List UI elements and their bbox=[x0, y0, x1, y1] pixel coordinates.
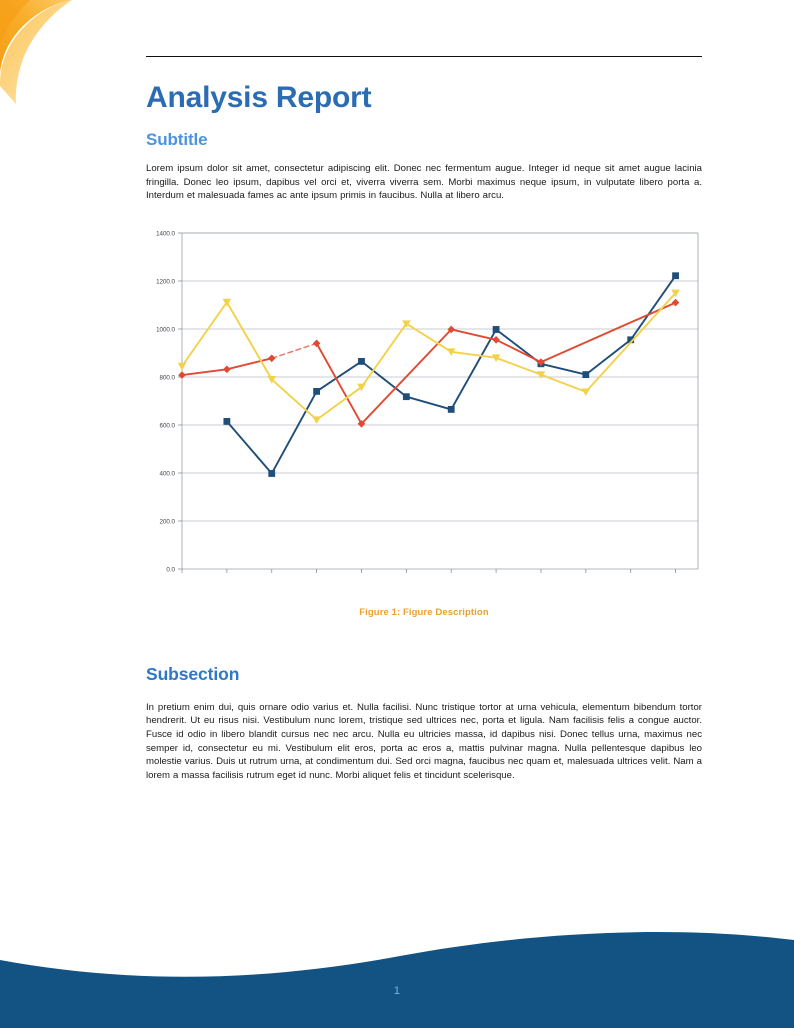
data-marker-triangle-down bbox=[491, 354, 501, 362]
footer-wave-decoration bbox=[0, 932, 794, 1028]
y-tick-label: 1200.0 bbox=[156, 278, 175, 285]
y-tick-label: 600.0 bbox=[160, 422, 176, 429]
data-marker-square bbox=[402, 393, 410, 400]
y-tick-label: 800.0 bbox=[160, 374, 176, 381]
figure-block: 0.0 200.0 400.0 600.0 800.0 1000.0 1200.0 1400.… bbox=[146, 225, 702, 618]
subsection-heading: Subsection bbox=[146, 663, 240, 684]
series-segment bbox=[315, 360, 363, 393]
data-marker-triangle-down bbox=[222, 298, 232, 307]
data-marker-triangle-down bbox=[267, 375, 277, 384]
series-series-blue bbox=[223, 272, 679, 477]
data-marker-square bbox=[492, 325, 500, 333]
series-segment bbox=[270, 378, 318, 421]
chart-gridlines bbox=[182, 232, 698, 522]
data-marker-square bbox=[313, 387, 321, 395]
series-segment bbox=[405, 395, 453, 411]
chart-axis-ticks bbox=[178, 232, 676, 573]
page-number: 1 bbox=[393, 985, 401, 997]
series-segment bbox=[360, 360, 408, 398]
series-segment bbox=[181, 368, 228, 376]
data-marker-diamond bbox=[537, 358, 545, 366]
data-marker-triangle-down bbox=[312, 416, 321, 424]
data-marker-diamond bbox=[357, 419, 366, 428]
y-tick-label: 0.0 bbox=[166, 566, 175, 573]
chart-frame bbox=[181, 232, 699, 570]
series-segment bbox=[495, 338, 542, 363]
y-tick-label: 400.0 bbox=[160, 470, 176, 477]
page-title: Analysis Report bbox=[146, 81, 372, 114]
series-segment bbox=[540, 301, 677, 363]
series-segment bbox=[225, 300, 273, 381]
y-tick-label: 1400.0 bbox=[156, 230, 175, 237]
series-segment bbox=[405, 322, 453, 353]
series-segment bbox=[450, 328, 498, 341]
data-marker-square bbox=[223, 417, 231, 425]
data-marker-square bbox=[447, 405, 455, 413]
data-marker-triangle-down bbox=[177, 362, 187, 371]
series-segment bbox=[450, 328, 498, 411]
data-marker-triangle-down bbox=[671, 289, 680, 298]
line-chart: 0.0 200.0 400.0 600.0 800.0 1000.0 1200.0 1400.… bbox=[146, 225, 702, 585]
y-tick-label: 200.0 bbox=[160, 518, 176, 525]
data-marker-triangle-down bbox=[536, 371, 546, 379]
data-marker-triangle-down bbox=[402, 320, 411, 328]
chart-svg: 0.0 200.0 400.0 600.0 800.0 1000.0 1200.0 1400.… bbox=[156, 230, 699, 573]
data-marker-diamond bbox=[223, 365, 231, 373]
series-segment bbox=[584, 291, 677, 393]
series-segment bbox=[360, 328, 453, 425]
data-marker-diamond bbox=[671, 298, 680, 307]
y-tick-label: 1000.0 bbox=[156, 326, 175, 333]
data-marker-square bbox=[358, 357, 365, 365]
series-segment bbox=[540, 362, 587, 376]
series-segment bbox=[315, 385, 363, 421]
series-segment bbox=[540, 373, 587, 393]
subtitle: Subtitle bbox=[146, 130, 208, 149]
series-series-yellow bbox=[177, 289, 680, 424]
data-marker-triangle-down bbox=[446, 348, 456, 356]
data-marker-triangle-down bbox=[357, 383, 366, 392]
chart-y-axis-labels: 0.0 200.0 400.0 600.0 800.0 1000.0 1200.0 1400.… bbox=[156, 230, 175, 573]
series-segment bbox=[360, 322, 408, 388]
subsection-block: Subsection In pretium enim dui, quis orn… bbox=[146, 664, 702, 783]
series-segment-dashed bbox=[270, 342, 318, 359]
data-marker-triangle-down bbox=[581, 388, 591, 396]
series-segment bbox=[315, 342, 363, 425]
data-marker-square bbox=[672, 272, 679, 279]
data-marker-diamond bbox=[492, 335, 500, 344]
series-segment bbox=[270, 390, 318, 475]
series-segment bbox=[181, 300, 228, 367]
series-segment bbox=[584, 338, 632, 376]
page-content: Analysis Report Subtitle Lorem ipsum dol… bbox=[146, 0, 702, 782]
series-segment bbox=[450, 350, 498, 359]
header-rule bbox=[146, 56, 702, 57]
series-segment bbox=[629, 274, 677, 341]
data-marker-square bbox=[268, 469, 276, 477]
intro-paragraph: Lorem ipsum dolor sit amet, consectetur … bbox=[146, 163, 702, 202]
figure-caption: Figure 1: Figure Description bbox=[359, 606, 489, 618]
series-segment bbox=[225, 420, 273, 475]
data-marker-square bbox=[582, 371, 590, 378]
data-marker-diamond bbox=[267, 354, 276, 362]
series-segment bbox=[225, 357, 273, 371]
data-marker-diamond bbox=[312, 339, 321, 348]
subsection-paragraph: In pretium enim dui, quis ornare odio va… bbox=[146, 701, 702, 781]
chart-series-group bbox=[177, 272, 680, 477]
series-series-red bbox=[178, 298, 680, 428]
series-segment bbox=[495, 356, 542, 376]
data-marker-diamond bbox=[447, 325, 456, 334]
data-marker-diamond bbox=[178, 371, 186, 379]
corner-decoration bbox=[0, 0, 72, 104]
